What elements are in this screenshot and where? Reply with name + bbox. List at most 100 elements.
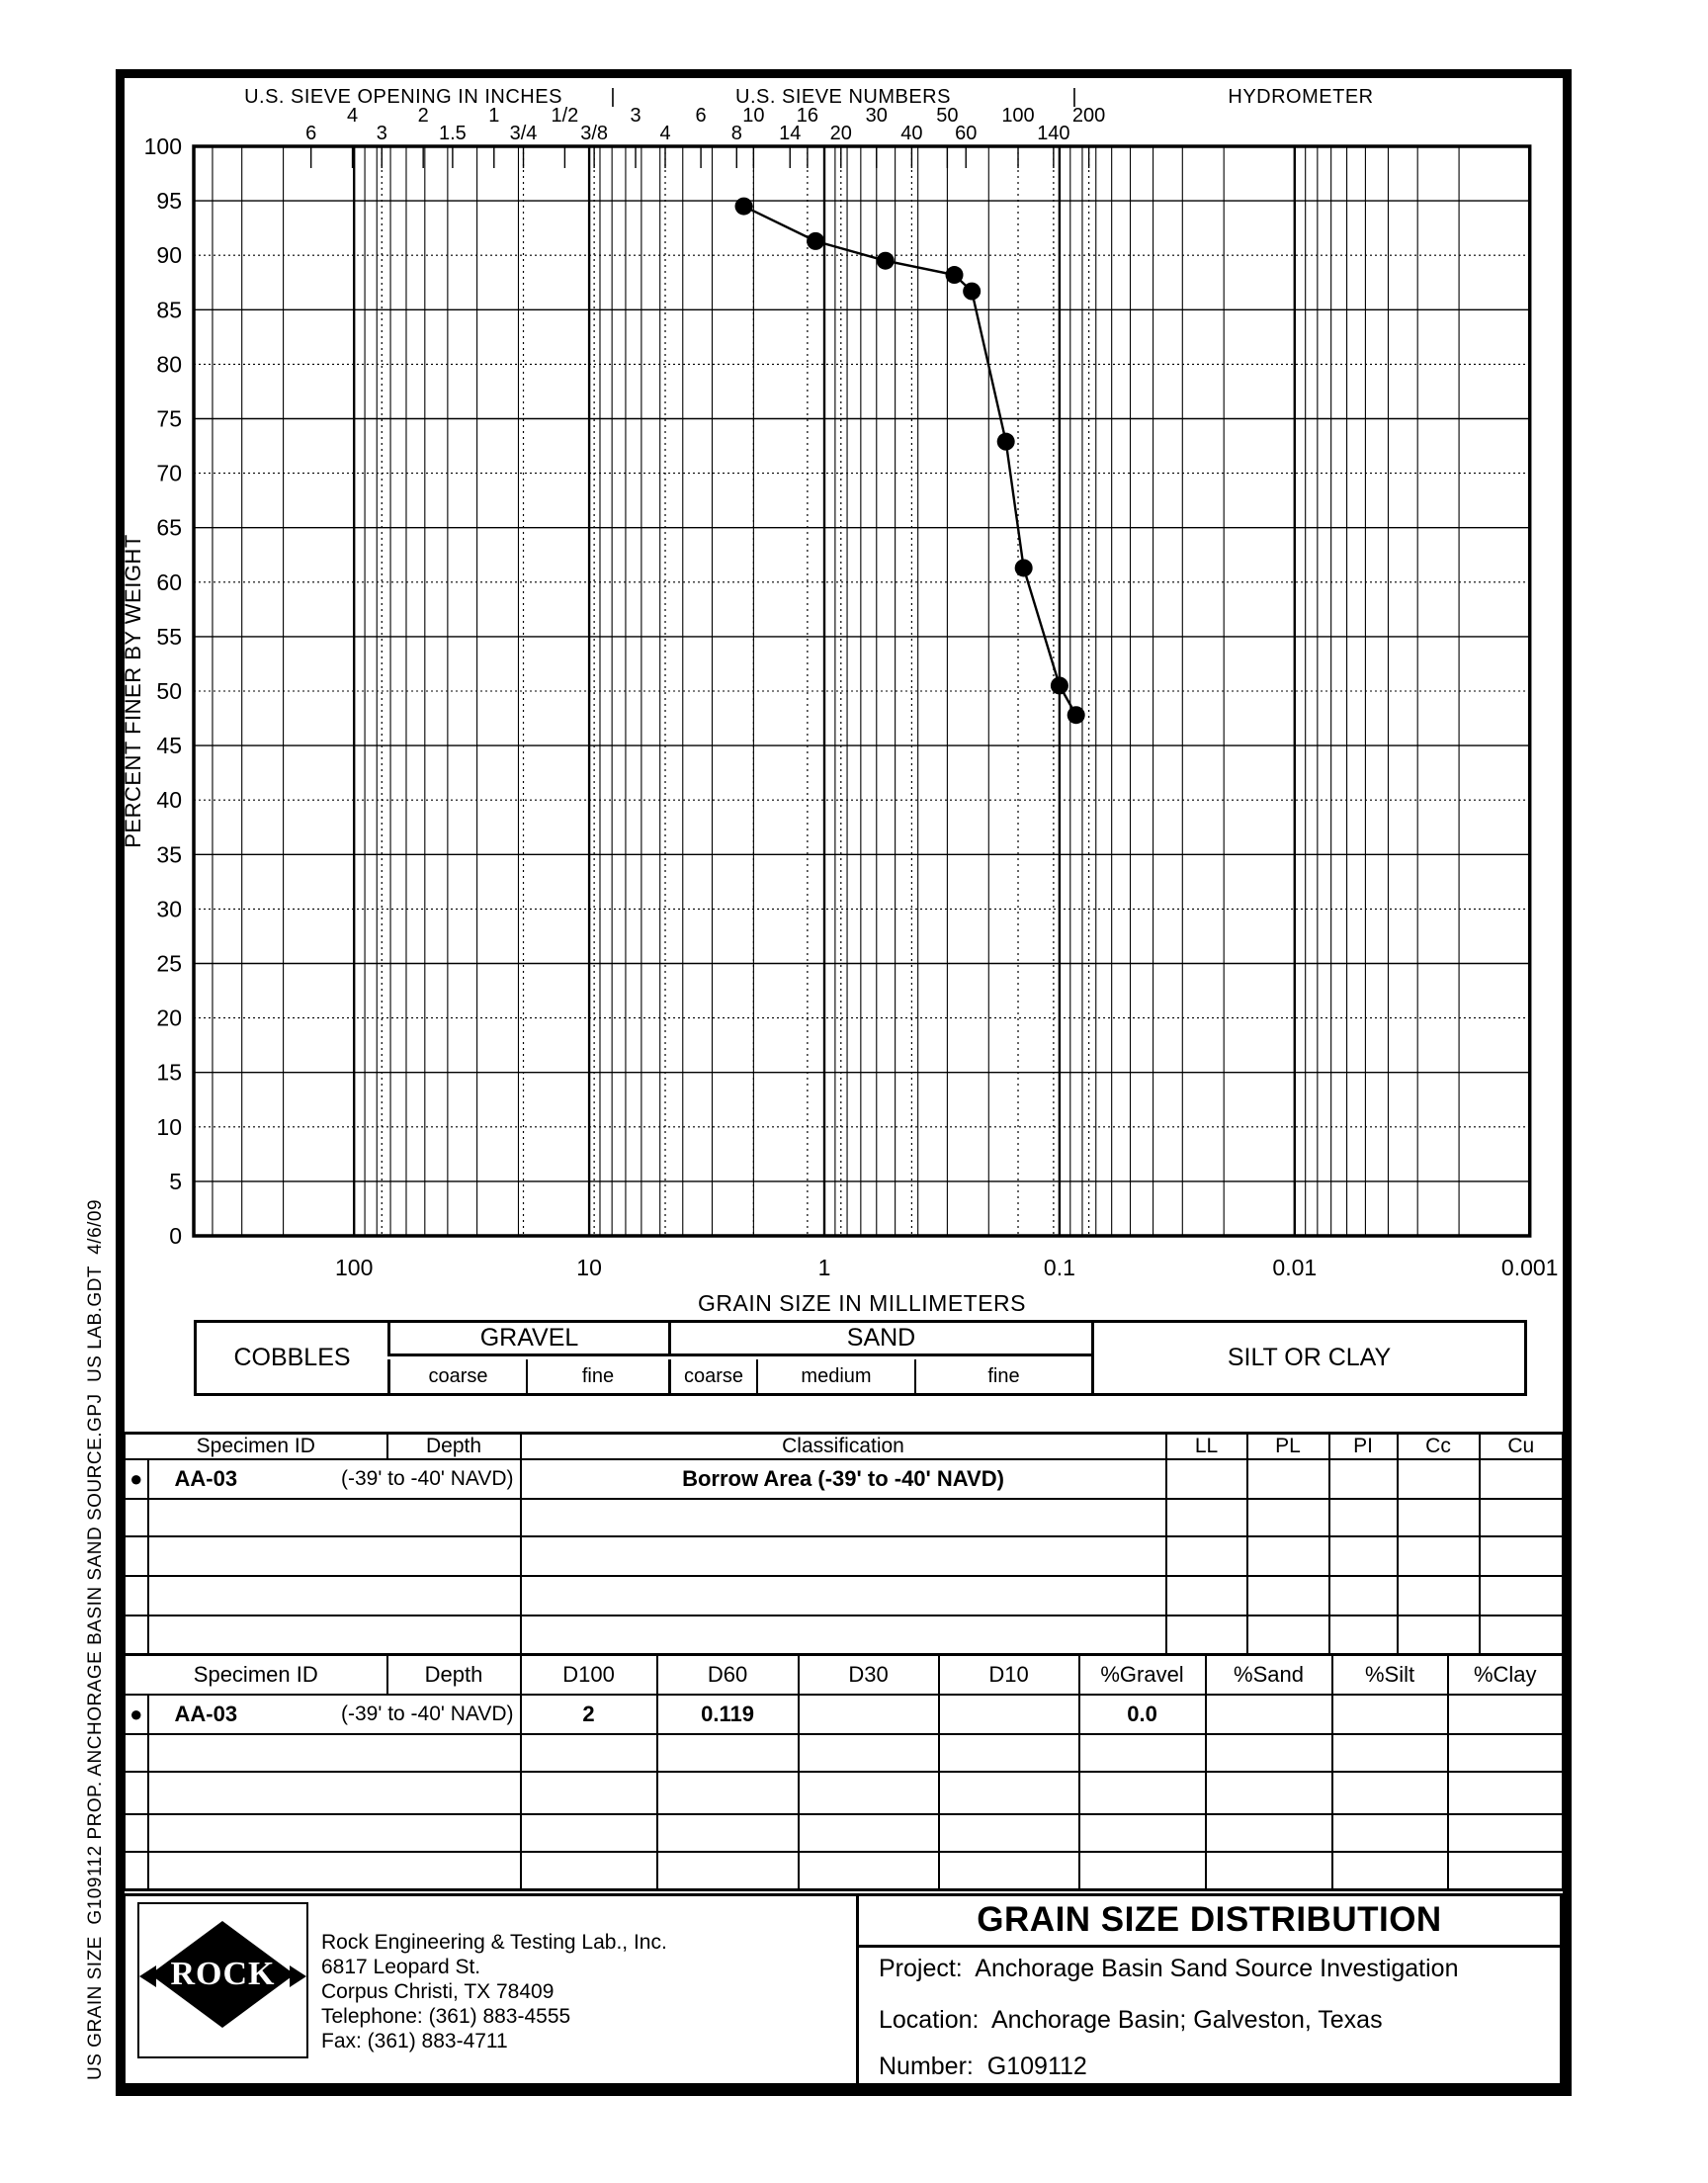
data-point: [734, 197, 753, 216]
title-block: ROCK Rock Engineering & Testing Lab., In…: [123, 1893, 1563, 2087]
project-value: Anchorage Basin Sand Source Investigatio…: [975, 1955, 1459, 1982]
d30-value: [797, 1693, 940, 1735]
specimen-depth: (-39' to -40' NAVD): [340, 1467, 514, 1490]
data-point: [876, 251, 895, 270]
x-tick-label: 1: [818, 1255, 831, 1280]
sand-fine-label: fine: [987, 1364, 1020, 1387]
sieve-label: 3: [630, 105, 640, 127]
title-underline: [859, 1945, 1560, 1948]
classification-header: Classification: [519, 1432, 1167, 1460]
sieve-label: 6: [696, 105, 707, 127]
sieve-label: 14: [779, 123, 801, 144]
sieve-label: 4: [659, 123, 670, 144]
table-row: [123, 1770, 1565, 1815]
table-row: [123, 1498, 1565, 1537]
y-tick-label: 10: [156, 1114, 182, 1140]
sieve-label: 3: [377, 123, 387, 144]
pi-value: [1327, 1458, 1399, 1500]
y-tick-label: 40: [156, 787, 182, 813]
y-tick-label: 20: [156, 1005, 182, 1031]
number-row: Number: G109112: [879, 2052, 1087, 2081]
y-tick-label: 55: [156, 624, 182, 650]
depth-header: Depth: [385, 1653, 522, 1696]
pct-sand-value: [1204, 1693, 1333, 1735]
cu-value: [1478, 1458, 1565, 1500]
sidebar-filename-text: US GRAIN SIZE G109112 PROP. ANCHORAGE BA…: [85, 1198, 106, 2080]
data-point: [963, 282, 982, 301]
y-tick-label: 0: [169, 1223, 182, 1249]
pi-header: PI: [1327, 1432, 1399, 1460]
y-tick-label: 85: [156, 297, 182, 322]
x-tick-label: 100: [335, 1255, 373, 1280]
x-tick-label: 0.001: [1501, 1255, 1559, 1280]
d10-value: [937, 1693, 1080, 1735]
specimen-marker-icon: ●: [123, 1693, 149, 1735]
table-row: ● AA-03 (-39' to -40' NAVD) 2 0.119 0.0: [123, 1693, 1565, 1735]
x-axis-title: GRAIN SIZE IN MILLIMETERS: [698, 1290, 1026, 1316]
sieve-label: 3/4: [510, 123, 538, 144]
y-tick-label: 5: [169, 1169, 182, 1194]
sieve-label: 40: [900, 123, 922, 144]
hydrometer-header: HYDROMETER: [1228, 86, 1373, 108]
y-tick-label: 60: [156, 569, 182, 595]
depth-header: Depth: [385, 1432, 522, 1460]
y-tick-label: 70: [156, 461, 182, 486]
pct-silt-value: [1330, 1693, 1449, 1735]
table-row: [123, 1615, 1565, 1658]
sieve-label: 2: [418, 105, 429, 127]
company-info: Rock Engineering & Testing Lab., Inc. 68…: [321, 1930, 667, 2053]
fraction-sand-fine: fine: [914, 1359, 1091, 1393]
fraction-gravel: GRAVEL: [387, 1323, 668, 1356]
table-row: [123, 1535, 1565, 1577]
y-tick-label: 100: [144, 133, 182, 159]
fraction-gravel-coarse: coarse: [387, 1359, 526, 1393]
sieve-numbers-header: U.S. SIEVE NUMBERS: [735, 86, 951, 108]
pct-clay-header: %Clay: [1446, 1653, 1565, 1696]
location-row: Location: Anchorage Basin; Galveston, Te…: [879, 2006, 1383, 2035]
sieve-label: 60: [955, 123, 977, 144]
company-logo: ROCK: [137, 1902, 308, 2058]
sieve-label: 1: [488, 105, 499, 127]
sieve-label: 140: [1037, 123, 1069, 144]
pct-gravel-value: 0.0: [1077, 1693, 1207, 1735]
sieve-label: 8: [731, 123, 742, 144]
data-point: [807, 231, 825, 250]
table-row: [123, 1732, 1565, 1773]
logo-left-arrow-icon: [139, 1965, 156, 1987]
pl-value: [1245, 1458, 1330, 1500]
table-row: ● AA-03 (-39' to -40' NAVD) Borrow Area …: [123, 1458, 1565, 1500]
dvalues-header-row: Specimen ID Depth D100 D60 D30 D10 %Grav…: [123, 1653, 1565, 1696]
y-tick-label: 95: [156, 188, 182, 214]
sieve-label: 16: [797, 105, 818, 127]
fraction-gravel-fine: fine: [526, 1359, 668, 1393]
specimen-id-header: Specimen ID: [123, 1432, 388, 1460]
y-tick-label: 30: [156, 896, 182, 921]
y-tick-label: 25: [156, 951, 182, 977]
grain-size-curve: [743, 205, 1077, 716]
y-tick-label: 90: [156, 242, 182, 268]
cc-value: [1396, 1458, 1481, 1500]
company-address1: 6817 Leopard St.: [321, 1956, 481, 1978]
header-separator: |: [1071, 86, 1076, 108]
d10-header: D10: [937, 1653, 1080, 1696]
fraction-silt-or-clay: SILT OR CLAY: [1091, 1323, 1524, 1393]
gravel-fine-label: fine: [581, 1364, 615, 1387]
d100-header: D100: [519, 1653, 658, 1696]
gravel-label: GRAVEL: [479, 1324, 579, 1352]
cobbles-label: COBBLES: [233, 1344, 351, 1371]
x-tick-label: 10: [576, 1255, 602, 1280]
sand-label: SAND: [846, 1324, 916, 1352]
sieve-label: 1/2: [551, 105, 578, 127]
table-row: [123, 1850, 1565, 1891]
sand-medium-label: medium: [801, 1364, 872, 1387]
sieve-label: 100: [1001, 105, 1034, 127]
sieve-opening-header: U.S. SIEVE OPENING IN INCHES: [244, 86, 562, 108]
specimen-id-header: Specimen ID: [123, 1653, 388, 1696]
company-fax: Fax: (361) 883-4711: [321, 2030, 508, 2052]
project-label: Project:: [879, 1955, 963, 1982]
pct-clay-value: [1446, 1693, 1565, 1735]
sieve-label: 6: [305, 123, 316, 144]
specimen-marker-icon: ●: [123, 1458, 149, 1500]
sieve-label: 4: [347, 105, 358, 127]
